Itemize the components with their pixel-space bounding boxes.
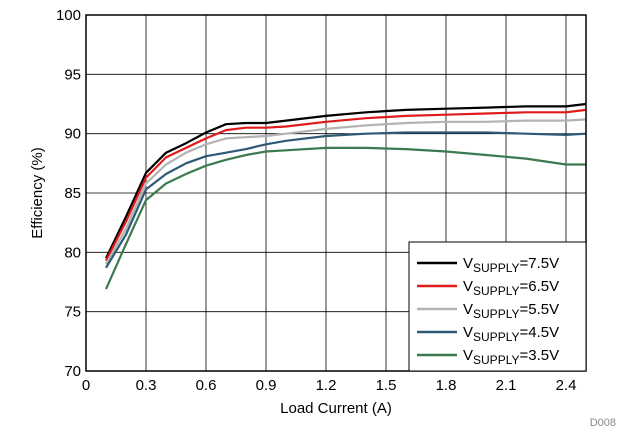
series-line: [105, 108, 587, 262]
series-line: [104, 146, 586, 290]
y-axis-ticks: 70 75 80 85 90 95 100: [56, 7, 81, 380]
y-tick-label: 85: [64, 185, 81, 202]
y-tick-label: 75: [64, 304, 81, 321]
y-tick-label: 80: [64, 244, 81, 261]
x-tick-label: 2.4: [556, 377, 577, 394]
figure-code: D008: [590, 417, 616, 429]
series-line: [105, 131, 587, 269]
legend-label: VSUPPLY=3.5V: [463, 347, 559, 367]
legend: VSUPPLY=7.5V VSUPPLY=6.5V VSUPPLY=5.5V VSUP…: [408, 241, 587, 372]
plot-frame: [85, 14, 587, 372]
y-tick-label: 90: [64, 126, 81, 143]
y-tick-label: 95: [64, 66, 81, 83]
x-tick-label: 1.8: [436, 377, 457, 394]
legend-box: [408, 241, 587, 372]
series-line: [105, 118, 587, 265]
x-tick-label: 2.1: [496, 377, 517, 394]
x-tick-label: 0.9: [256, 377, 277, 394]
y-tick-label: 70: [64, 363, 81, 380]
x-tick-label: 1.5: [376, 377, 397, 394]
legend-label: VSUPPLY=6.5V: [463, 278, 559, 298]
x-tick-label: 0.3: [136, 377, 157, 394]
series-lines: [104, 102, 587, 290]
x-axis-label: Load Current (A): [280, 400, 392, 417]
x-tick-label: 1.2: [316, 377, 337, 394]
legend-label: VSUPPLY=7.5V: [463, 255, 559, 275]
y-tick-label: 100: [56, 7, 81, 24]
legend-label: VSUPPLY=5.5V: [463, 301, 559, 321]
x-axis-ticks: 0 0.3 0.6 0.9 1.2 1.5 1.8 2.1 2.4: [82, 377, 577, 394]
series-line: [105, 102, 587, 259]
legend-label: VSUPPLY=4.5V: [463, 324, 559, 344]
x-tick-label: 0: [82, 377, 90, 394]
x-tick-label: 0.6: [196, 377, 217, 394]
y-axis-label: Efficiency (%): [29, 147, 46, 238]
